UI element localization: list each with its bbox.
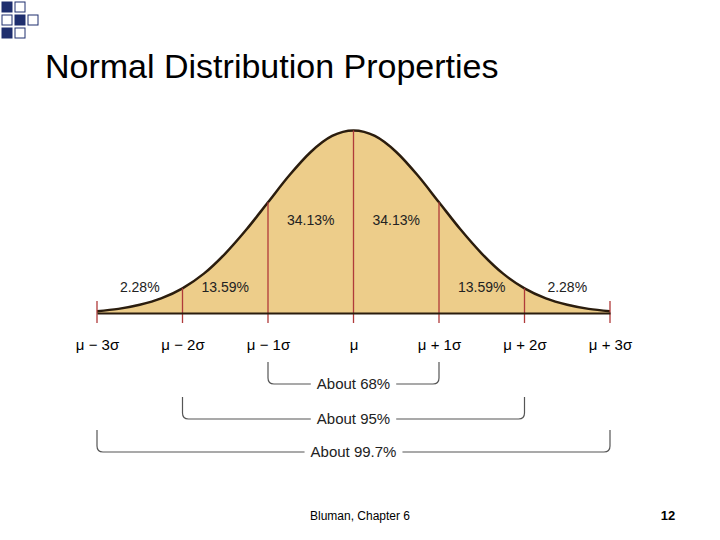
bound-line	[524, 288, 525, 323]
footer: Bluman, Chapter 6	[310, 509, 410, 523]
bound-line	[438, 202, 439, 323]
region-labels: 2.28% 13.59% 34.13% 34.13% 13.59% 2.28%	[120, 212, 587, 295]
bracket-line	[183, 397, 525, 419]
deco-square	[15, 2, 25, 12]
bracket-label: About 99.7%	[311, 443, 397, 460]
tick-label: μ + 1σ	[418, 336, 462, 353]
bound-line	[96, 301, 97, 323]
slide: Normal Distribution Propertiesμ − 3σμ − …	[0, 0, 720, 540]
x-axis: μ − 3σ μ − 2σ μ − 1σ μ μ + 1σ μ + 2σ μ + 3σ	[76, 313, 633, 353]
tick-label: μ + 3σ	[589, 336, 633, 353]
tick: μ + 3σ	[589, 313, 633, 353]
tick-label: μ − 3σ	[76, 336, 120, 353]
page-number: 12	[661, 508, 675, 523]
bound-line	[182, 288, 183, 323]
tick-label: μ + 2σ	[503, 336, 547, 353]
tick-label: μ	[350, 336, 359, 353]
region-bounds	[97, 130, 610, 323]
bound-line	[267, 202, 268, 323]
bracket-line	[97, 430, 610, 452]
tick-label: μ − 1σ	[247, 336, 291, 353]
region-label: 34.13%	[373, 212, 420, 228]
bound-line	[609, 301, 610, 323]
deco-square	[2, 28, 12, 38]
deco-square	[15, 28, 25, 38]
tick-label: μ − 2σ	[161, 336, 205, 353]
tick: μ + 2σ	[503, 313, 547, 353]
tick: μ − 2σ	[161, 313, 205, 353]
decoration	[2, 2, 38, 38]
deco-square	[2, 15, 12, 25]
tick: μ + 1σ	[418, 313, 462, 353]
deco-square	[2, 2, 12, 12]
title: Normal Distribution Properties	[45, 47, 499, 85]
deco-square	[28, 15, 38, 25]
region-label: 13.59%	[202, 279, 249, 295]
region-label: 2.28%	[547, 279, 587, 295]
tick: μ − 1σ	[247, 313, 291, 353]
region-label: 2.28%	[120, 279, 160, 295]
brackets: About 68% About 95% About 99.7%	[97, 362, 610, 460]
tick: μ	[350, 313, 359, 353]
bracket-label: About 95%	[317, 410, 390, 427]
bracket-line	[268, 362, 439, 384]
bound-line	[353, 130, 354, 323]
axis-line	[98, 313, 611, 315]
deco-square	[15, 15, 25, 25]
region-label: 34.13%	[287, 212, 334, 228]
region-label: 13.59%	[458, 279, 505, 295]
tick: μ − 3σ	[76, 313, 120, 353]
bracket-label: About 68%	[317, 375, 390, 392]
